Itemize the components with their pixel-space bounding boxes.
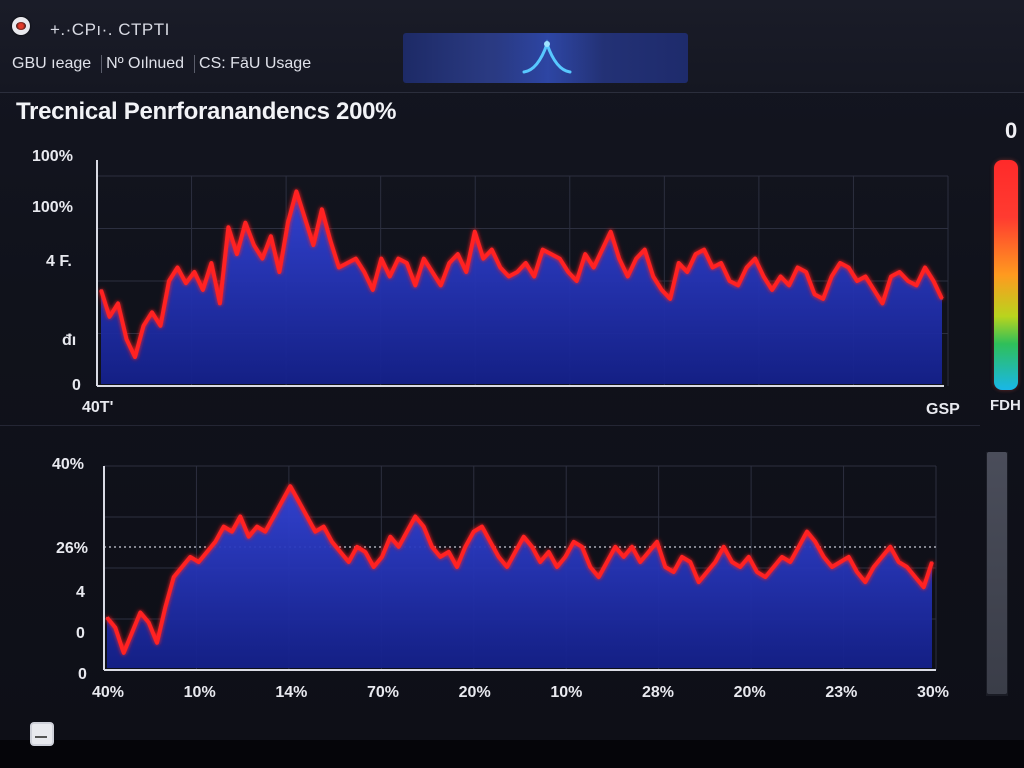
chart-1-line xyxy=(99,189,944,360)
chart-1-ytick: 0 xyxy=(72,377,81,394)
chart-2-xtick: 10% xyxy=(550,684,582,701)
chart-1: 100% 100% 4 F. đı 0 40T' GSP xyxy=(32,148,960,418)
taskbar-app-icon[interactable] xyxy=(30,722,54,746)
chart-1-ytick: 100% xyxy=(32,199,73,216)
chart-2-xtick: 10% xyxy=(184,684,216,701)
chart-2-ytick: 4 xyxy=(76,584,85,601)
chart-2-xtick: 14% xyxy=(275,684,307,701)
tab-gpu-usage[interactable]: GBU ıeage xyxy=(8,55,103,73)
chart-2-xtick: 20% xyxy=(734,684,766,701)
chart-2-ytick: 26% xyxy=(56,540,88,557)
chart-2-xtick: 70% xyxy=(367,684,399,701)
tab-bar: GBU ıeage Nº Oılnued CS: FāU Usage xyxy=(8,55,321,73)
chart-2-xtick: 40% xyxy=(92,684,124,701)
center-panel[interactable] xyxy=(403,33,688,83)
chart-2-ytick: 0 xyxy=(78,666,87,683)
monitor-bezel xyxy=(0,740,1024,768)
chart-2-xticks: 40% 10% 14% 70% 20% 10% 28% 20% 23% 30% xyxy=(92,684,949,701)
app-record-icon[interactable] xyxy=(12,17,30,35)
top-bar: +.·CPı·. CTPTI GBU ıeage Nº Oılnued CS: … xyxy=(0,0,1024,93)
chart-1-ytick: 100% xyxy=(32,148,73,165)
tab-cpu-usage[interactable]: CS: FāU Usage xyxy=(199,55,312,72)
chart-1-ytick: 4 F. xyxy=(46,253,72,270)
tab-continued[interactable]: Nº Oılnued xyxy=(102,55,196,73)
chart-2-xtick: 20% xyxy=(459,684,491,701)
chart-2-area xyxy=(107,486,932,668)
chart-2-ytick: 0 xyxy=(76,625,85,642)
chart-1-area xyxy=(101,191,942,384)
panel-divider xyxy=(0,425,980,426)
chart-2-line xyxy=(105,484,934,655)
chart-2-xtick: 23% xyxy=(825,684,857,701)
signal-peak-icon xyxy=(522,39,572,74)
chart-1-xtick: 40T' xyxy=(82,399,113,416)
color-scale-label: FDH xyxy=(990,397,1021,414)
chart-2-ytick: 40% xyxy=(52,456,84,473)
chart-2-xtick: 30% xyxy=(917,684,949,701)
charts-canvas: 100% 100% 4 F. đı 0 40T' GSP 40% 26% 4 0… xyxy=(32,148,960,701)
chart-2: 40% 26% 4 0 0 40% 10% 14% 70% 20% 10% 28% 20% 23… xyxy=(52,456,949,701)
chart-1-ytick: đı xyxy=(62,332,76,349)
corner-value: 0 xyxy=(1005,118,1018,143)
color-scale-bar xyxy=(994,160,1018,390)
chart-1-xtick: GSP xyxy=(926,401,960,418)
scrollbar-thumb[interactable] xyxy=(987,452,1007,694)
chart-2-xtick: 28% xyxy=(642,684,674,701)
app-title: +.·CPı·. CTPTI xyxy=(50,20,170,39)
page-title: Trecnical Penrforanandencs 200% xyxy=(16,98,397,125)
